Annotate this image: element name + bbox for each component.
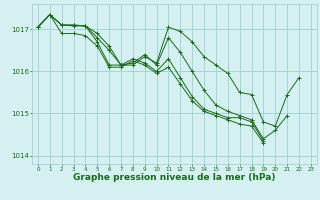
X-axis label: Graphe pression niveau de la mer (hPa): Graphe pression niveau de la mer (hPa)	[73, 173, 276, 182]
